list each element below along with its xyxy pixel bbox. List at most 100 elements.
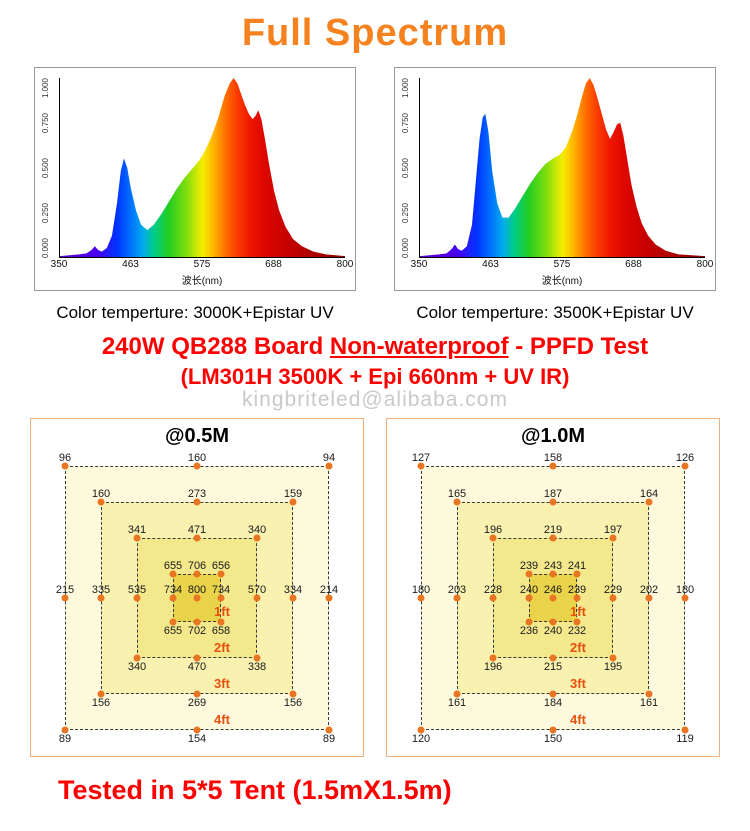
ppfd-value: 164 — [639, 488, 659, 500]
x-axis-labels: 350 463 575 688 800 — [51, 258, 354, 272]
ring-distance-label: 1ft — [214, 604, 230, 619]
ppfd-value: 655 — [163, 625, 183, 637]
measurement-dot — [325, 726, 333, 734]
ppfd-value: 335 — [91, 584, 111, 596]
x-tick-label: 800 — [336, 259, 354, 270]
ppfd-value: 269 — [187, 697, 207, 709]
spectrum-chart-3000k: 1.000 0.750 0.500 0.250 0.000 350 463 575 688 80… — [34, 67, 356, 323]
ppfd-value: 160 — [91, 488, 111, 500]
measurement-dot — [609, 594, 617, 602]
spectrum-svg — [420, 78, 705, 257]
measurement-dot — [417, 726, 425, 734]
x-tick-label: 350 — [50, 259, 68, 270]
y-tick-label: 0.750 — [41, 112, 50, 134]
ppfd-title-0-5m: @0.5M — [165, 425, 229, 447]
measurement-dot — [573, 594, 581, 602]
ppfd-value: 471 — [187, 524, 207, 536]
measurement-dot — [253, 654, 261, 662]
measurement-dot — [549, 462, 557, 470]
ppfd-value: 273 — [187, 488, 207, 500]
ppfd-value: 215 — [55, 584, 75, 596]
measurement-dot — [61, 594, 69, 602]
measurement-dot — [193, 690, 201, 698]
ppfd-value: 150 — [543, 733, 563, 745]
ppfd-value: 232 — [567, 625, 587, 637]
spectrum-svg — [60, 78, 345, 257]
measurement-dot — [169, 570, 177, 578]
ppfd-value: 706 — [187, 560, 207, 572]
measurement-dot — [681, 726, 689, 734]
measurement-dot — [289, 594, 297, 602]
measurement-dot — [253, 534, 261, 542]
measurement-dot — [97, 594, 105, 602]
ppfd-value: 156 — [91, 697, 111, 709]
measurement-dot — [489, 534, 497, 542]
heading-text-post: - PPFD Test — [508, 333, 649, 360]
measurement-dot — [573, 618, 581, 626]
spectrum-curve — [60, 78, 345, 257]
ppfd-value: 195 — [603, 661, 623, 673]
ppfd-value: 180 — [675, 584, 695, 596]
ppfd-map: 96 160 94 160 273 159 341 471 340 655 706 656 655 702… — [49, 450, 345, 746]
ppfd-value: 154 — [187, 733, 207, 745]
ppfd-value: 96 — [58, 452, 72, 464]
measurement-dot — [609, 654, 617, 662]
measurement-dot — [193, 498, 201, 506]
ppfd-value: 656 — [211, 560, 231, 572]
spectrum-charts-row: 1.000 0.750 0.500 0.250 0.000 350 463 575 688 80… — [0, 67, 750, 323]
ppfd-value: 120 — [411, 733, 431, 745]
ppfd-heading-line1: 240W QB288 Board Non-waterproof - PPFD T… — [0, 333, 750, 361]
ppfd-value: 89 — [322, 733, 336, 745]
x-tick-label: 688 — [265, 259, 282, 270]
x-tick-label: 688 — [625, 259, 642, 270]
tent-test-note: Tested in 5*5 Tent (1.5mX1.5m) — [58, 775, 452, 805]
measurement-dot — [97, 498, 105, 506]
measurement-dot — [193, 618, 201, 626]
measurement-dot — [549, 570, 557, 578]
chart-caption-3500k: Color temperture: 3500K+Epistar UV — [416, 303, 694, 322]
measurement-dot — [417, 594, 425, 602]
measurement-dot — [61, 726, 69, 734]
spectrum-curve — [420, 78, 705, 257]
measurement-dot — [193, 570, 201, 578]
ppfd-value: 184 — [543, 697, 563, 709]
measurement-dot — [549, 690, 557, 698]
ppfd-value: 228 — [483, 584, 503, 596]
measurement-dot — [133, 534, 141, 542]
x-axis-title: 波长(nm) — [181, 276, 223, 287]
ppfd-value: 165 — [447, 488, 467, 500]
x-tick-label: 350 — [410, 259, 428, 270]
measurement-dot — [609, 534, 617, 542]
measurement-dot — [289, 498, 297, 506]
chart-frame: 1.000 0.750 0.500 0.250 0.000 350 463 575 688 80… — [394, 67, 716, 291]
y-tick-label: 0.500 — [41, 157, 50, 179]
ring-distance-label: 2ft — [570, 640, 586, 655]
ring-distance-label: 4ft — [214, 712, 230, 727]
measurement-dot — [169, 594, 177, 602]
plot-wrap: 1.000 0.750 0.500 0.250 0.000 — [39, 78, 345, 258]
ppfd-value: 800 — [187, 584, 207, 596]
x-axis-title: 波长(nm) — [541, 276, 583, 287]
spectrum-chart-3500k: 1.000 0.750 0.500 0.250 0.000 350 463 575 688 80… — [394, 67, 716, 323]
measurement-dot — [645, 690, 653, 698]
ppfd-value: 197 — [603, 524, 623, 536]
ppfd-value: 246 — [543, 584, 563, 596]
ppfd-value: 126 — [675, 452, 695, 464]
ppfd-value: 241 — [567, 560, 587, 572]
measurement-dot — [549, 594, 557, 602]
measurement-dot — [193, 726, 201, 734]
ppfd-value: 160 — [187, 452, 207, 464]
y-tick-label: 0.250 — [401, 202, 410, 224]
ppfd-value: 159 — [283, 488, 303, 500]
measurement-dot — [193, 594, 201, 602]
measurement-dot — [133, 594, 141, 602]
y-tick-label: 0.000 — [401, 237, 410, 259]
x-tick-label: 463 — [122, 259, 139, 270]
chart-caption-3000k: Color temperture: 3000K+Epistar UV — [56, 303, 334, 322]
y-tick-label: 0.250 — [41, 202, 50, 224]
measurement-dot — [453, 690, 461, 698]
ppfd-value: 219 — [543, 524, 563, 536]
ppfd-value: 240 — [519, 584, 539, 596]
ppfd-value: 236 — [519, 625, 539, 637]
ppfd-value: 215 — [543, 661, 563, 673]
